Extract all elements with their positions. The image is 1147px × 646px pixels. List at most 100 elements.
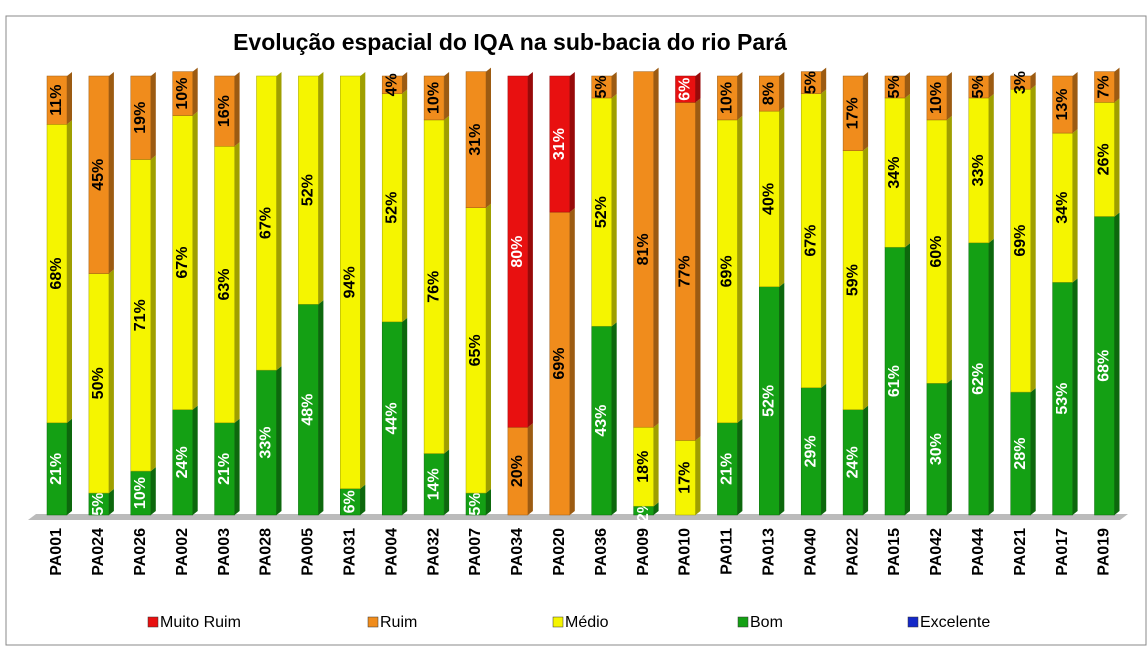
bar-side (1030, 388, 1036, 515)
bar-side (863, 72, 869, 151)
data-label: 65% (467, 334, 484, 366)
data-label: 14% (425, 468, 442, 500)
bar-side (67, 418, 72, 515)
bar-side (150, 72, 156, 160)
legend-label: Muito Ruim (160, 614, 241, 631)
bar-side (611, 93, 617, 327)
data-label: 10% (425, 82, 442, 114)
data-label: 63% (216, 269, 233, 301)
legend-label: Ruim (380, 614, 417, 631)
bar-segment (759, 75, 780, 112)
bar-side (234, 142, 240, 423)
data-label: 6% (342, 490, 359, 513)
bar-side (234, 72, 240, 147)
x-tick-label: PA015 (886, 528, 903, 576)
bar-side (653, 67, 659, 428)
bar-side (569, 208, 575, 515)
bar-segment (926, 75, 948, 121)
data-label: 52% (761, 385, 778, 417)
data-label: 77% (677, 255, 694, 287)
data-label: 50% (90, 367, 107, 399)
legend-label: Excelente (920, 614, 990, 631)
x-tick-label: PA009 (635, 528, 652, 576)
data-label: 76% (425, 271, 442, 303)
data-label: 21% (719, 453, 736, 485)
bar-side (1114, 98, 1120, 217)
bar-side (779, 282, 785, 515)
data-label: 67% (802, 225, 819, 257)
x-tick-label: PA010 (677, 528, 694, 576)
bar-side (276, 366, 282, 515)
data-label: 81% (635, 233, 652, 265)
x-tick-label: PA011 (719, 528, 736, 575)
legend-swatch (367, 616, 379, 628)
bar-segment (884, 75, 906, 99)
data-label: 5% (467, 492, 484, 515)
bar-side (486, 489, 491, 515)
bar-side (276, 72, 282, 371)
bar-segment (465, 71, 487, 208)
data-label: 26% (1096, 143, 1113, 175)
data-label: 4% (383, 73, 400, 96)
bar-side (1072, 129, 1078, 283)
x-tick-label: PA034 (509, 528, 526, 576)
bar-side (318, 300, 324, 515)
x-tick-label: PA032 (425, 528, 442, 576)
data-label: 80% (509, 236, 526, 268)
bar-side (1072, 72, 1078, 134)
bar-side (402, 72, 408, 94)
data-label: 17% (844, 97, 861, 129)
x-tick-label: PA022 (844, 528, 861, 576)
x-tick-label: PA007 (467, 528, 484, 576)
bar-side (150, 155, 156, 472)
bar-side (611, 72, 617, 98)
bar-segment (214, 75, 235, 147)
bar-side (569, 72, 575, 213)
chart-title: Evolução espacial do IQA na sub-bacia do… (233, 29, 787, 55)
bar-segment (46, 75, 68, 125)
data-label: 5% (90, 492, 107, 515)
data-label: 6% (677, 78, 694, 101)
bar-side (192, 405, 198, 515)
bar-side (821, 89, 827, 388)
data-label: 18% (635, 451, 652, 483)
bar-segment (717, 75, 738, 121)
data-label: 52% (593, 196, 610, 228)
bar-side (737, 418, 743, 515)
data-label: 71% (132, 299, 149, 331)
bar-segment (591, 75, 612, 99)
data-label: 69% (551, 348, 568, 380)
x-tick-label: PA002 (174, 528, 191, 576)
data-label: 10% (132, 477, 149, 509)
bar-side (946, 115, 952, 384)
data-label: 45% (90, 159, 107, 191)
data-label: 21% (48, 453, 65, 485)
data-label: 34% (1054, 192, 1071, 224)
data-label: 20% (509, 455, 526, 487)
bar-side (1030, 85, 1036, 393)
bar-side (360, 72, 366, 489)
bar-side (905, 72, 910, 98)
data-label: 13% (1054, 89, 1071, 121)
data-label: 67% (258, 207, 275, 239)
data-label: 16% (216, 95, 233, 127)
bar-side (779, 72, 785, 112)
x-tick-label: PA004 (383, 528, 400, 576)
bar-segment (88, 75, 110, 274)
bar-side (108, 489, 114, 515)
data-label: 3% (1012, 71, 1029, 94)
data-label: 62% (970, 363, 987, 395)
bar-side (653, 423, 659, 507)
legend-label: Médio (565, 614, 609, 631)
legend-label: Bom (750, 614, 783, 631)
data-label: 7% (1096, 75, 1113, 98)
bar-segment (340, 75, 361, 489)
data-label: 34% (886, 157, 903, 189)
bar-side (444, 449, 450, 515)
bar-side (863, 146, 869, 410)
data-label: 24% (174, 446, 191, 478)
data-label: 67% (174, 247, 191, 279)
data-label: 24% (844, 446, 861, 478)
data-label: 68% (1096, 350, 1113, 382)
legend-swatch (907, 616, 919, 628)
